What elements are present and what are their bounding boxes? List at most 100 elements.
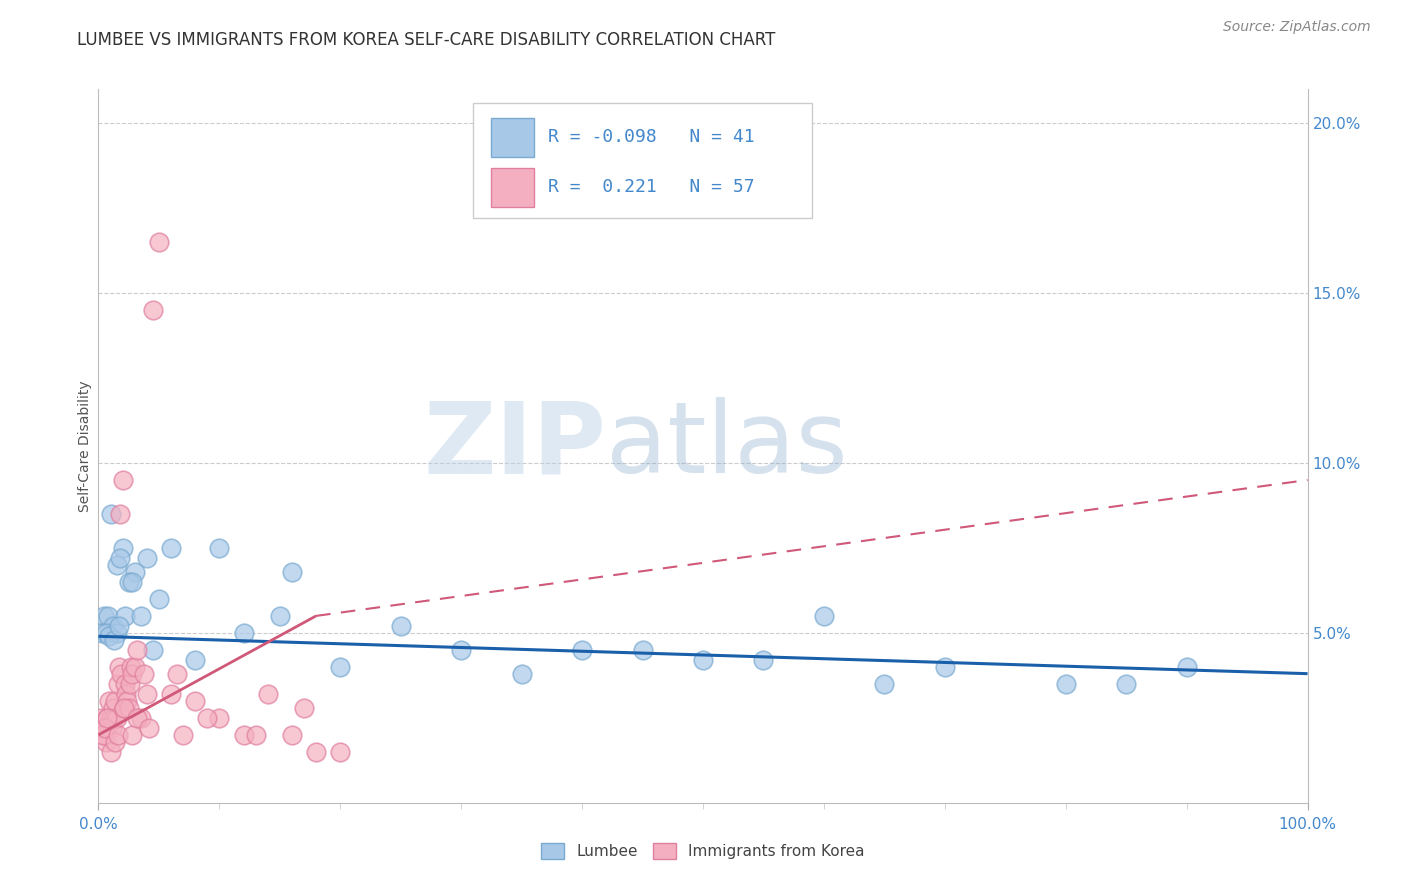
Point <box>450 643 472 657</box>
Point <box>98 694 121 708</box>
Point <box>110 666 132 681</box>
Point <box>104 694 127 708</box>
Point <box>124 565 146 579</box>
Point <box>114 608 136 623</box>
Point <box>1054 677 1077 691</box>
Point <box>97 721 120 735</box>
Point <box>329 660 352 674</box>
Point <box>138 721 160 735</box>
FancyBboxPatch shape <box>492 118 534 157</box>
Point <box>112 700 135 714</box>
Point <box>148 591 170 606</box>
Point <box>96 711 118 725</box>
Point <box>813 608 835 623</box>
Point <box>118 677 141 691</box>
Point <box>934 660 956 674</box>
Y-axis label: Self-Care Disability: Self-Care Disability <box>79 380 93 512</box>
Point <box>104 734 127 748</box>
Point <box>111 473 134 487</box>
Point <box>93 728 115 742</box>
Point <box>105 558 128 572</box>
Point <box>692 653 714 667</box>
Point <box>114 677 136 691</box>
Point <box>91 721 114 735</box>
Text: atlas: atlas <box>606 398 848 494</box>
Point <box>245 728 267 742</box>
Point <box>118 574 141 589</box>
Point <box>121 728 143 742</box>
Point <box>94 721 117 735</box>
Point <box>115 687 138 701</box>
Point <box>329 745 352 759</box>
Point <box>103 711 125 725</box>
Text: R =  0.221   N = 57: R = 0.221 N = 57 <box>548 178 755 196</box>
Point <box>94 734 117 748</box>
Point <box>281 565 304 579</box>
Point <box>101 619 124 633</box>
Point <box>91 728 114 742</box>
Point <box>281 728 304 742</box>
Point <box>120 660 142 674</box>
Point <box>873 677 896 691</box>
Point <box>184 694 207 708</box>
Point <box>389 619 412 633</box>
Point <box>107 728 129 742</box>
Point <box>101 700 124 714</box>
Point <box>105 626 128 640</box>
Point <box>269 608 291 623</box>
Point <box>93 608 115 623</box>
Point <box>160 687 183 701</box>
Legend: Lumbee, Immigrants from Korea: Lumbee, Immigrants from Korea <box>534 835 872 866</box>
Point <box>100 507 122 521</box>
Point <box>142 643 165 657</box>
Point <box>100 745 122 759</box>
Text: LUMBEE VS IMMIGRANTS FROM KOREA SELF-CARE DISABILITY CORRELATION CHART: LUMBEE VS IMMIGRANTS FROM KOREA SELF-CAR… <box>77 31 776 49</box>
Point <box>208 541 231 555</box>
Point <box>108 619 131 633</box>
Point <box>118 700 141 714</box>
Point <box>100 721 122 735</box>
Point <box>117 694 139 708</box>
Point <box>1115 677 1137 691</box>
Point <box>752 653 775 667</box>
Point <box>91 626 114 640</box>
Point <box>108 507 131 521</box>
Point <box>96 711 118 725</box>
Point <box>112 700 135 714</box>
Point <box>256 687 278 701</box>
Point <box>107 677 129 691</box>
Point <box>148 235 170 249</box>
Point <box>232 728 254 742</box>
Point <box>105 711 128 725</box>
FancyBboxPatch shape <box>492 168 534 207</box>
Point <box>160 541 183 555</box>
Point <box>631 643 654 657</box>
Point <box>98 629 121 643</box>
Point <box>91 728 114 742</box>
FancyBboxPatch shape <box>474 103 811 218</box>
Point <box>121 574 143 589</box>
Point <box>172 728 194 742</box>
Point <box>90 711 112 725</box>
Point <box>232 626 254 640</box>
Point <box>103 632 125 647</box>
Point <box>135 551 157 566</box>
Point <box>124 660 146 674</box>
Point <box>100 711 122 725</box>
Point <box>111 541 134 555</box>
Text: R = -0.098   N = 41: R = -0.098 N = 41 <box>548 128 755 146</box>
Point <box>121 666 143 681</box>
Text: Source: ZipAtlas.com: Source: ZipAtlas.com <box>1223 20 1371 34</box>
Point <box>125 711 148 725</box>
Text: ZIP: ZIP <box>423 398 606 494</box>
Point <box>305 745 328 759</box>
Point <box>208 711 231 725</box>
Point <box>184 653 207 667</box>
Point <box>108 660 131 674</box>
Point <box>129 608 152 623</box>
Point <box>195 711 218 725</box>
Point <box>134 666 156 681</box>
Point <box>135 687 157 701</box>
Point <box>94 626 117 640</box>
Point <box>292 700 315 714</box>
